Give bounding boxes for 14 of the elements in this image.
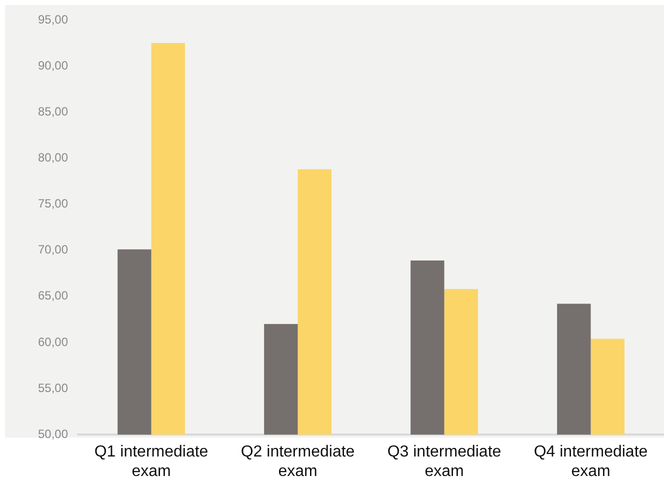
y-tick-label: 60,00 (38, 334, 68, 349)
x-tick-label: Q3 intermediate exam (387, 444, 502, 480)
y-tick-label: 85,00 (38, 104, 68, 118)
y-tick-label: 55,00 (38, 380, 68, 395)
x-tick-label: Q1 intermediate exam (94, 444, 208, 480)
y-tick-label: 65,00 (38, 288, 68, 303)
y-tick-label: 75,00 (38, 196, 68, 211)
y-tick-label: 50,00 (38, 426, 68, 441)
y-tick-label: 80,00 (38, 150, 68, 165)
x-tick-label: Q4 intermediate exam (534, 444, 648, 480)
x-tick-label: Q2 intermediate exam (240, 444, 355, 480)
y-tick-label: 70,00 (38, 242, 68, 257)
y-tick-label: 95,00 (38, 12, 68, 26)
y-tick-label: 90,00 (38, 58, 68, 72)
